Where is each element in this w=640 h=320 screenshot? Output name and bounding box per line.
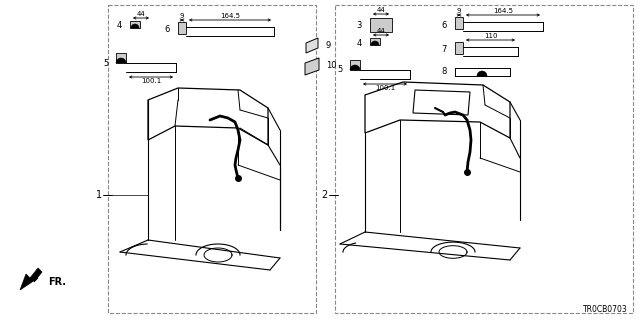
Bar [335, 5, 633, 313]
Text: 44: 44 [376, 28, 385, 34]
Text: 1: 1 [96, 190, 102, 200]
Text: 44: 44 [376, 7, 385, 13]
Bar [370, 38, 380, 45]
Bar [130, 21, 140, 28]
Text: 5: 5 [338, 66, 343, 75]
Text: TR0CB0703: TR0CB0703 [583, 306, 628, 315]
Wedge shape [116, 58, 126, 63]
Text: 8: 8 [442, 68, 447, 76]
Text: 9: 9 [326, 41, 332, 50]
Bar [455, 17, 463, 29]
Bar [455, 42, 463, 54]
Text: 110: 110 [484, 33, 497, 39]
Bar [116, 53, 126, 63]
Text: 3: 3 [356, 21, 362, 30]
Text: 9: 9 [180, 13, 184, 19]
Text: FR.: FR. [48, 277, 66, 287]
Polygon shape [305, 58, 319, 75]
Text: 44: 44 [136, 11, 145, 17]
Text: 6: 6 [164, 26, 170, 35]
Wedge shape [350, 65, 360, 70]
Text: 5: 5 [104, 59, 109, 68]
Polygon shape [20, 268, 42, 290]
Text: 7: 7 [442, 45, 447, 54]
Bar [370, 18, 392, 32]
Wedge shape [477, 71, 487, 76]
Text: 2: 2 [321, 190, 327, 200]
Bar [178, 22, 186, 34]
Wedge shape [131, 24, 139, 28]
Text: 100.1: 100.1 [141, 78, 161, 84]
Text: 4: 4 [356, 39, 362, 49]
Polygon shape [306, 38, 318, 53]
Text: 6: 6 [442, 20, 447, 29]
Text: 4: 4 [116, 21, 122, 30]
Text: 10: 10 [326, 61, 337, 70]
Text: 100.1: 100.1 [375, 85, 395, 91]
Wedge shape [371, 41, 379, 45]
Text: 164.5: 164.5 [493, 8, 513, 14]
Text: 164.5: 164.5 [220, 13, 240, 19]
Bar [350, 60, 360, 70]
Bar [108, 5, 316, 313]
Text: 9: 9 [457, 8, 461, 14]
